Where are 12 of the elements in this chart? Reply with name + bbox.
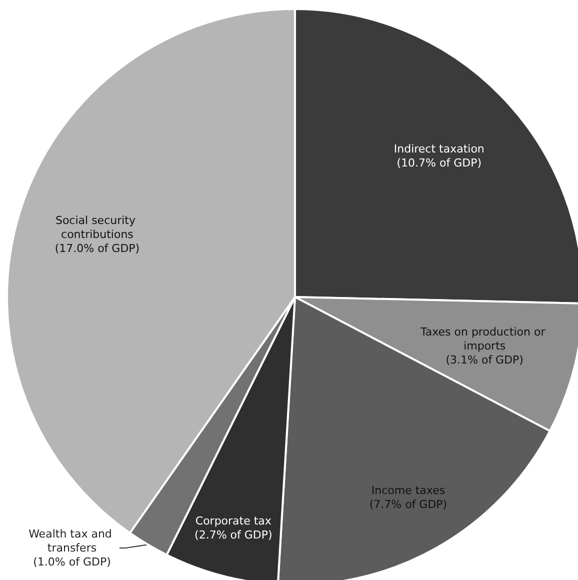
slice-label: Taxes on production or imports [419, 326, 549, 353]
slice-label: Income taxes [371, 484, 446, 498]
data-label: (10.7% of GDP) [396, 156, 482, 170]
data-label: (17.0% of GDP) [54, 242, 140, 256]
data-label: (1.0% of GDP) [33, 556, 111, 568]
data-label: (7.7% of GDP) [369, 498, 448, 512]
data-label: (3.1% of GDP) [446, 354, 524, 367]
slice-label: Wealth tax and transfers [28, 528, 116, 554]
slice-label: Corporate tax [195, 514, 272, 528]
slice-label: Social security contributions [55, 214, 139, 242]
data-label: (2.7% of GDP) [194, 528, 272, 542]
slice-label: Indirect taxation [394, 142, 484, 156]
